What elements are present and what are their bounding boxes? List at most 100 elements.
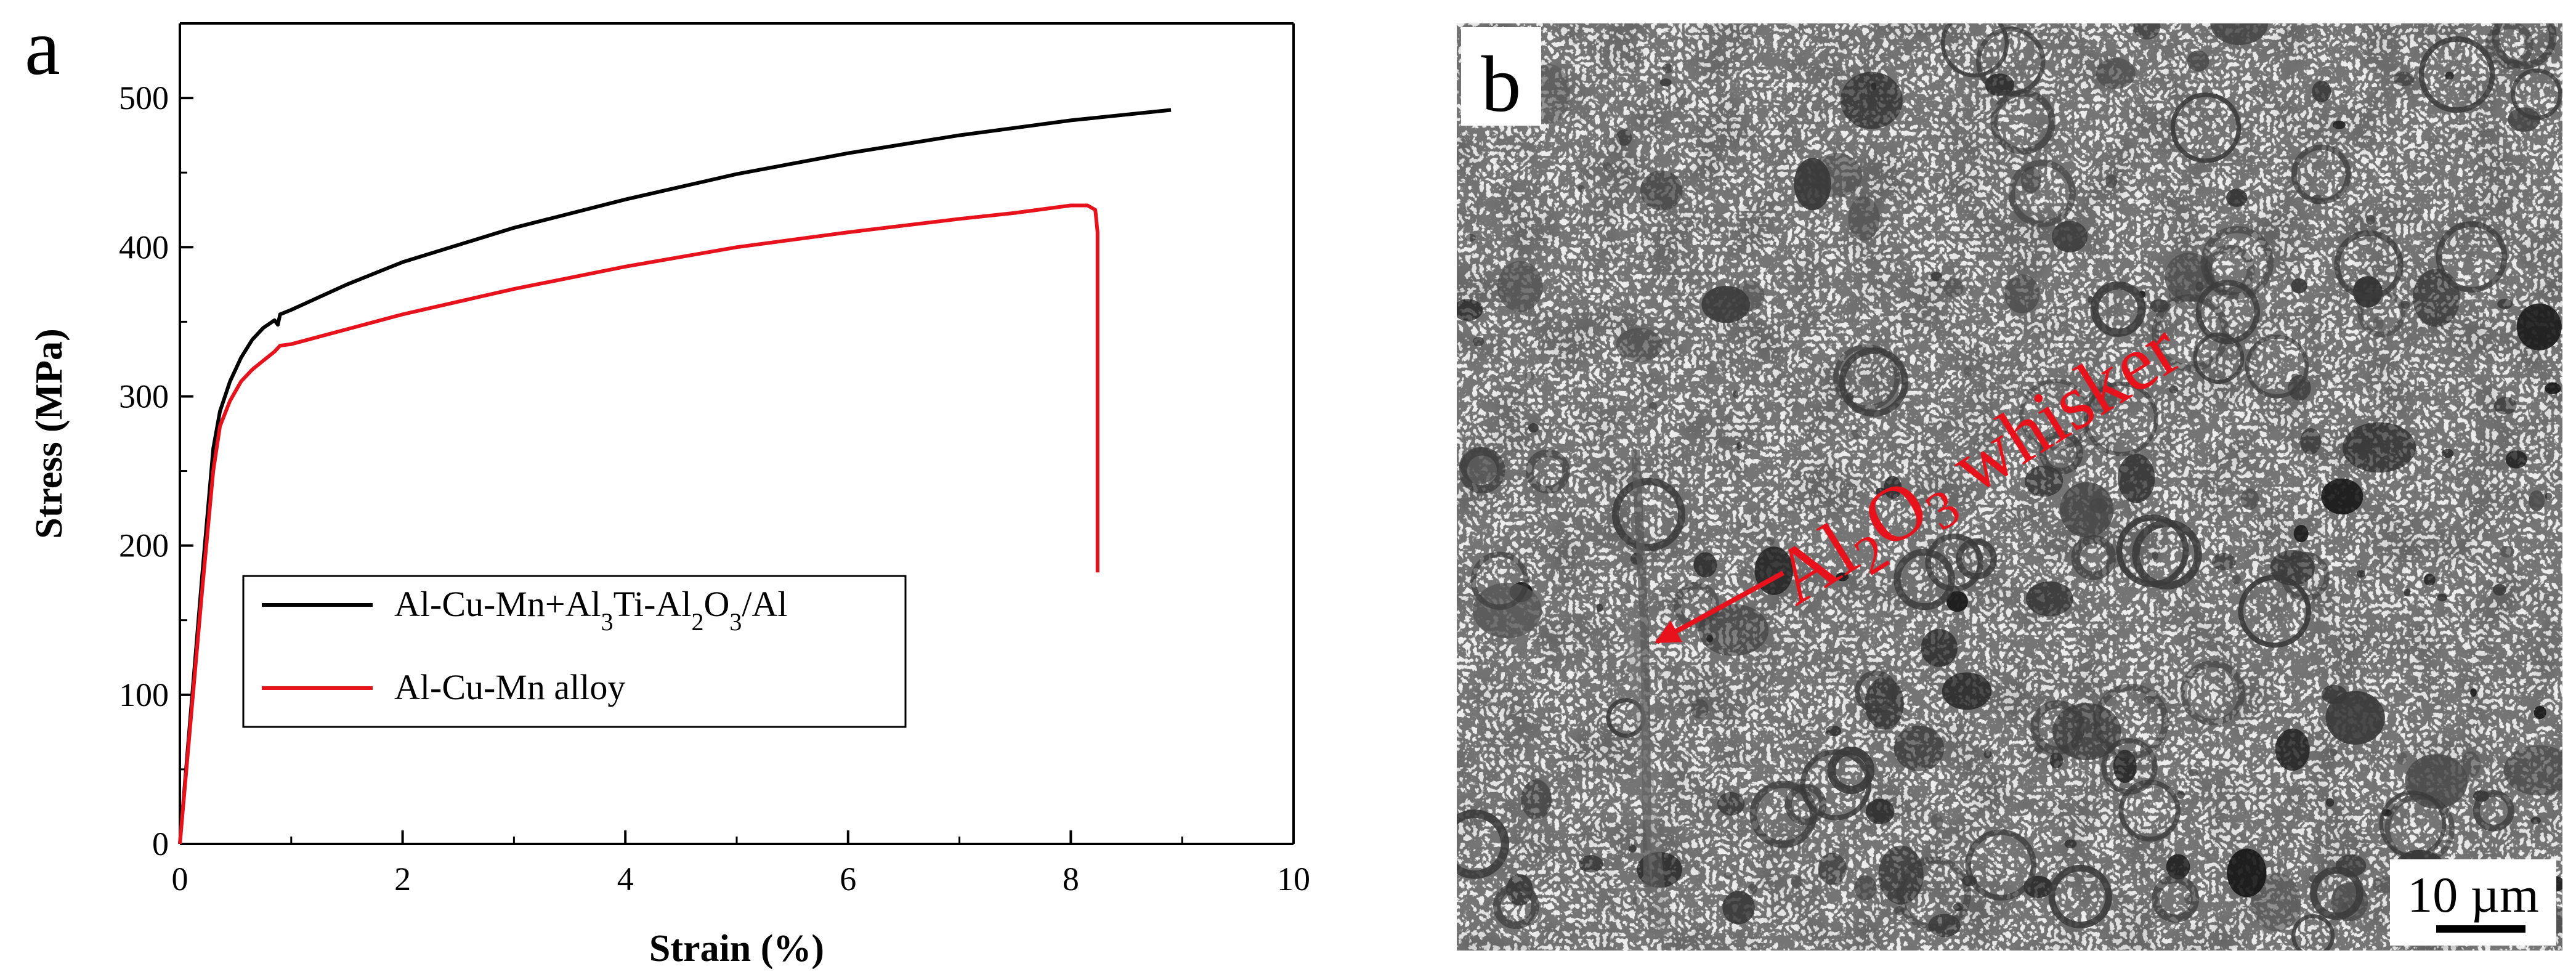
x-tick-label-4: 4 [617,861,634,898]
particle [2333,120,2346,129]
y-tick-label-0: 0 [152,825,169,862]
particle [1577,185,1585,193]
particle [1943,278,1964,298]
particle [1632,896,1640,905]
particle [1717,792,1745,816]
particle-ring [1459,447,1505,494]
particle-ring [1839,347,1908,417]
y-tick-label-400: 400 [119,229,169,266]
particle [2251,872,2301,931]
particle [2529,490,2545,511]
particle [1736,442,1743,450]
particle [2343,422,2416,473]
particle [2365,214,2376,225]
whisker-arrow [1655,570,1784,644]
x-tick-label-6: 6 [840,861,856,898]
particle [1662,63,1674,73]
x-tick-label-10: 10 [1277,861,1310,898]
particle [1836,572,1849,582]
particle [1465,233,1476,242]
panel-b-label-bg [1461,27,1541,126]
particle [1732,390,1739,398]
legend-label-1: Al-Cu-Mn alloy [394,667,625,707]
particle-ring [1925,533,1983,592]
x-axis-label: Strain (%) [649,928,824,970]
particle [1701,286,1751,323]
particle [1894,725,1945,772]
particle [2352,276,2383,308]
particle [1693,552,1717,578]
particle [2396,752,2408,765]
particle [1849,430,1863,439]
particle-ring [2030,700,2085,755]
y-axis-label: Stress (MPa) [28,328,70,538]
particle-ring [2118,779,2181,842]
y-tick-label-200: 200 [119,527,169,564]
particle-ring [2473,790,2514,832]
particle [2505,450,2527,469]
series-line-0 [178,108,1172,845]
particle-ring [1827,747,1875,794]
particle [2025,465,2064,497]
panel-b-micrograph: b Al2O3 whisker 10 µm [1457,23,2562,951]
particle-ring [1493,883,1539,930]
particle [1722,891,1755,925]
particle [2117,453,2155,503]
particle-ring [2238,575,2311,648]
particle [1521,779,1552,820]
panel-b-label: b [1481,40,1521,129]
scale-bar-label: 10 µm [2407,867,2539,923]
particle-ring [1940,23,2009,78]
particle-ring [2291,144,2351,205]
particle [2210,23,2268,45]
x-tick-label-0: 0 [172,861,188,898]
dark-particles [1457,23,2562,951]
particle [2227,848,2267,898]
particle [1876,487,1887,496]
particle [1525,371,1535,381]
particle-ring [2084,381,2158,456]
particle-ring [2116,514,2189,588]
particle-ring [1855,670,1898,713]
particle-ring [2492,23,2557,70]
particle [1865,677,1904,730]
particle [1794,158,1831,211]
particle [2166,854,2190,880]
particle [2493,397,2517,415]
particle [2060,482,2114,538]
particle [2052,221,2088,253]
particle [1964,366,1972,377]
series-lines [178,108,1172,845]
micrograph-image [1457,23,2562,951]
particle [2533,706,2546,720]
particle [1648,402,1658,411]
particle [2004,274,2040,314]
particle [2275,728,2310,771]
particle-ring [2090,281,2146,337]
particle [2291,278,2307,294]
particle [2437,593,2447,602]
particle [2026,581,2073,617]
particle-ring [1611,477,1685,551]
particle [2545,383,2561,394]
x-tick-label-8: 8 [1063,861,1079,898]
particle [1840,71,1903,129]
particle [1457,299,1483,321]
particle [2516,303,2562,351]
particle-ring [2008,160,2076,227]
particle [2184,893,2193,904]
particle [1497,261,1543,312]
particle [1930,272,1942,282]
particle-ring [2180,660,2245,726]
y-tick-label-300: 300 [119,378,169,415]
y-tick-label-500: 500 [119,79,169,116]
particle [1921,629,1958,667]
particle-ring [2193,332,2245,384]
particle-ring [1457,809,1510,879]
particle [1659,78,1672,87]
particle [2499,545,2514,558]
series-line-1 [178,203,1100,845]
particle-ring [1965,829,2037,901]
particle [2020,166,2041,193]
particle [2300,428,2321,455]
